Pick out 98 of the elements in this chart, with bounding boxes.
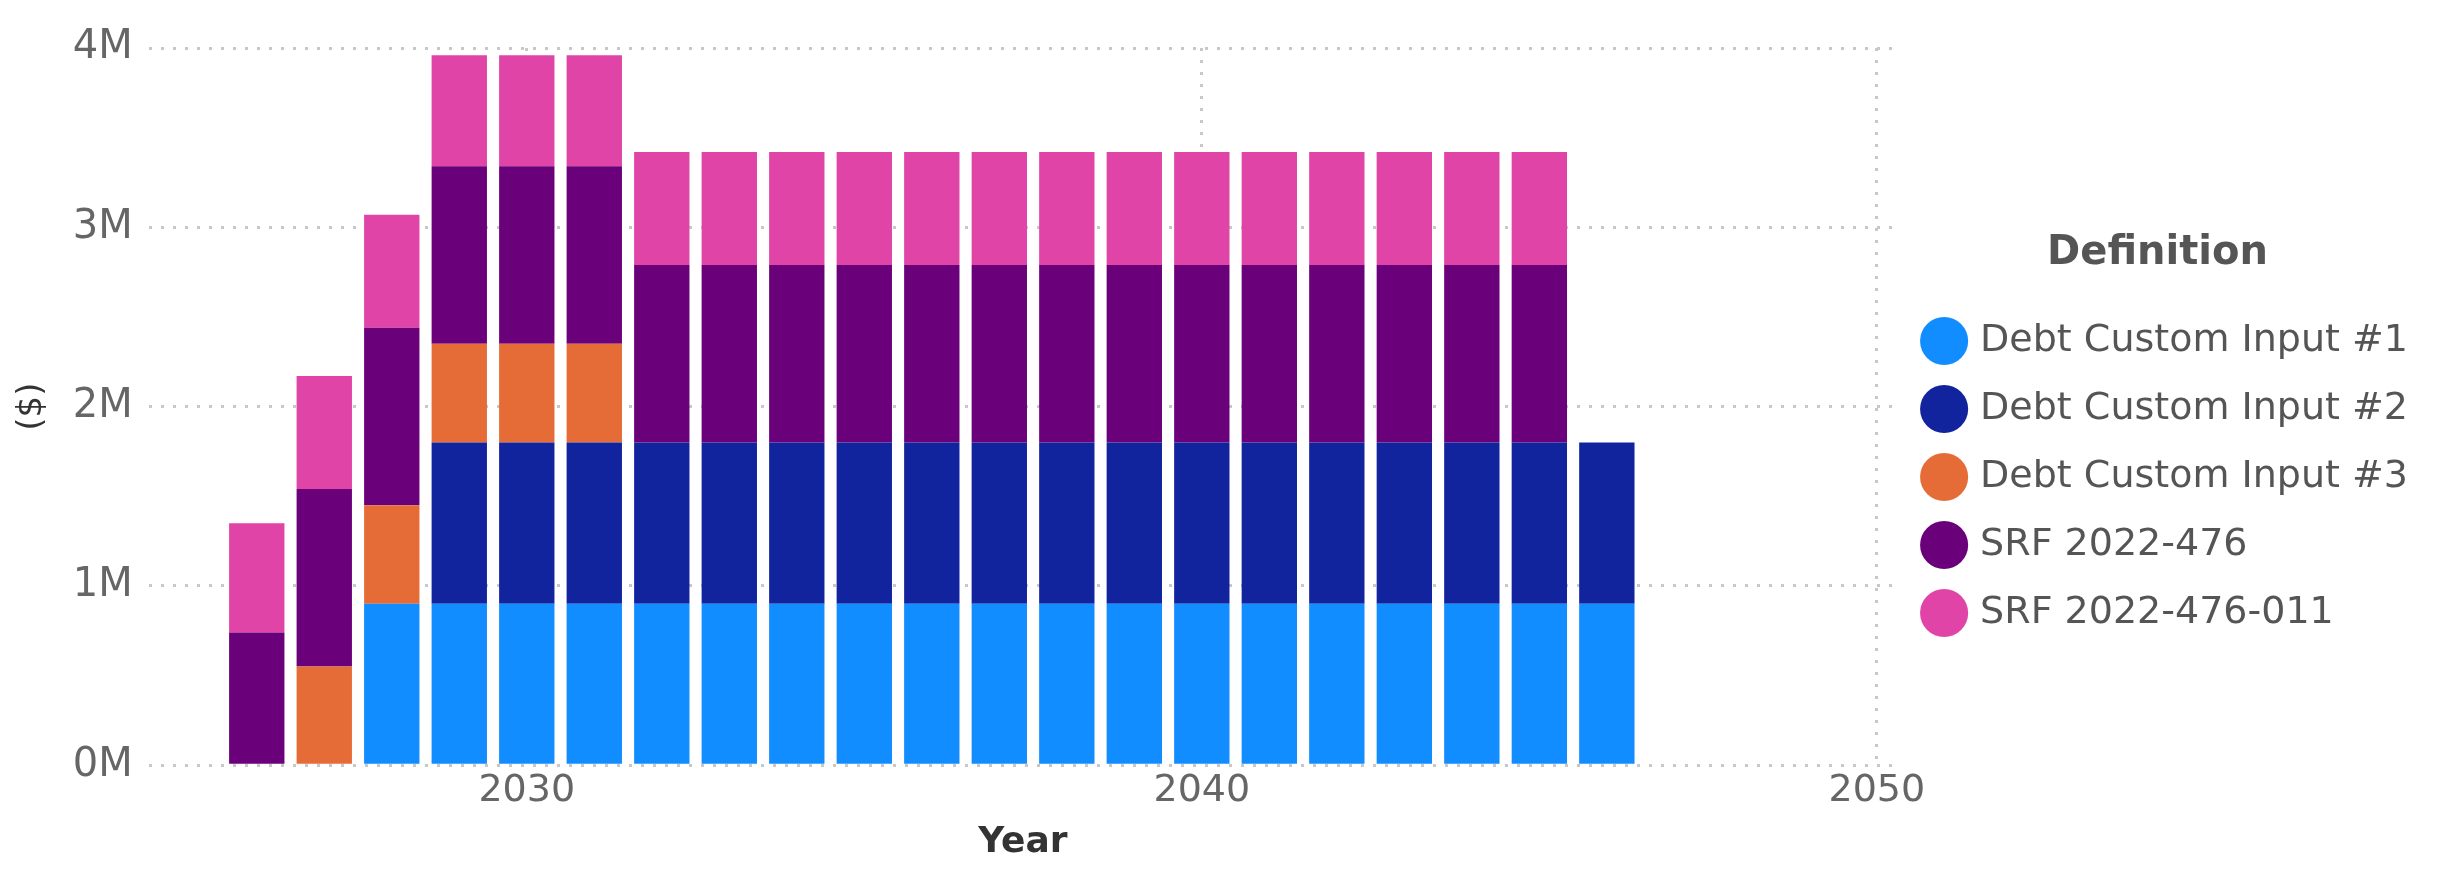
bar [971,603,1027,764]
bar [1511,151,1568,265]
bar [566,442,622,604]
bar [634,151,690,265]
bar [836,442,892,604]
bar [769,442,825,604]
bar [1039,442,1095,604]
bar [904,151,960,265]
bar [364,214,420,328]
bar [431,166,487,344]
y-tick-label: 1M [72,559,133,606]
y-tick-label: 2M [72,379,133,426]
bar [634,442,690,604]
bar [431,55,487,167]
bar [836,151,892,265]
bar [1241,264,1297,443]
bar [229,632,285,764]
bar [296,376,352,490]
bar [769,151,825,265]
bar [1444,151,1500,265]
bar [1579,442,1635,604]
bar [566,55,622,167]
bar [1511,442,1568,604]
bar [499,55,555,167]
bar [836,603,892,764]
bar [1039,264,1095,443]
bar [634,264,690,443]
bar [1511,264,1568,443]
bar [499,343,555,443]
bar [904,442,960,604]
bar [1106,151,1162,265]
bar [296,489,352,667]
bar [296,666,352,764]
bar [1174,603,1230,764]
bar [566,166,622,344]
bar [701,442,757,604]
bar [769,603,825,764]
bar [1309,603,1365,764]
bar [1309,151,1365,265]
legend-title: Definition [2047,227,2269,274]
bar [499,166,555,344]
legend-label: Debt Custom Input #2 [1980,383,2408,428]
bar [1106,442,1162,604]
y-tick-label: 3M [72,200,133,247]
bar [1579,603,1635,764]
bar [1106,264,1162,443]
bar [566,343,622,443]
bar [1309,442,1365,604]
x-tick-label: 2030 [478,765,576,810]
legend-label: Debt Custom Input #1 [1980,315,2408,360]
bar [1376,264,1433,443]
bar [701,603,757,764]
legend-label: SRF 2022-476-011 [1980,587,2334,632]
bar [971,442,1027,604]
bar [499,603,555,764]
bar [229,523,285,633]
legend-label: Debt Custom Input #3 [1980,451,2408,496]
bar [836,264,892,443]
bar [364,505,420,604]
x-axis-title: Year [977,818,1068,860]
bar [1241,603,1297,764]
bar [1241,151,1297,265]
bar [1309,264,1365,443]
bar [1444,264,1500,443]
bar [1376,151,1433,265]
bar [971,264,1027,443]
bar [364,603,420,764]
y-tick-label: 4M [72,21,133,68]
bar [904,264,960,443]
legend-label: SRF 2022-476 [1980,519,2248,564]
bar [431,603,487,764]
bar [431,442,487,604]
bar [566,603,622,764]
bar [1174,264,1230,443]
y-axis-title: ($) [9,382,50,431]
bar [634,603,690,764]
bar [971,151,1027,265]
x-tick-label: 2040 [1153,765,1251,810]
bar [1039,603,1095,764]
bar [364,327,420,506]
bar [1376,603,1433,764]
y-tick-label: 0M [72,738,133,785]
bar [701,151,757,265]
bar [1444,442,1500,604]
bar [769,264,825,443]
bar [1444,603,1500,764]
bar [1241,442,1297,604]
x-tick-label: 2050 [1828,765,1926,810]
bar [1376,442,1433,604]
bar [1039,151,1095,265]
bar [1174,151,1230,265]
bar [431,343,487,443]
bar [1106,603,1162,764]
bar [904,603,960,764]
bar [1174,442,1230,604]
bar [701,264,757,443]
bar [499,442,555,604]
bar [1511,603,1568,764]
